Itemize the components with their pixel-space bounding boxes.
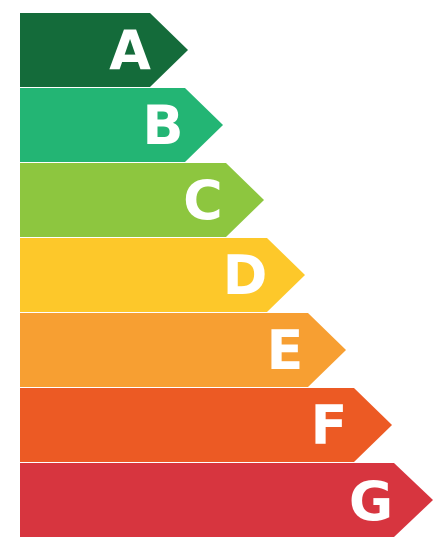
rating-bar-d-letter: D [223,244,268,307]
rating-bar-c-shape [20,163,264,237]
rating-bar-f-shape [20,388,392,462]
rating-bar-c: C [20,163,264,237]
rating-bar-a: A [20,13,188,87]
rating-bar-f: F [20,388,392,462]
rating-bar-c-letter: C [183,169,223,232]
rating-bar-e-letter: E [267,319,304,382]
rating-bar-g-letter: G [349,470,393,533]
rating-bar-f-letter: F [311,394,348,457]
rating-bar-e: E [20,313,346,387]
rating-bar-g: G [20,463,433,537]
rating-bar-e-shape [20,313,346,387]
rating-bar-a-letter: A [109,19,151,82]
rating-bar-d-shape [20,238,305,312]
rating-bar-b-shape [20,88,223,162]
rating-bar-b-letter: B [142,94,183,157]
rating-bar-d: D [20,238,305,312]
rating-bar-a-shape [20,13,188,87]
rating-bar-b: B [20,88,223,162]
rating-bar-g-shape [20,463,433,537]
